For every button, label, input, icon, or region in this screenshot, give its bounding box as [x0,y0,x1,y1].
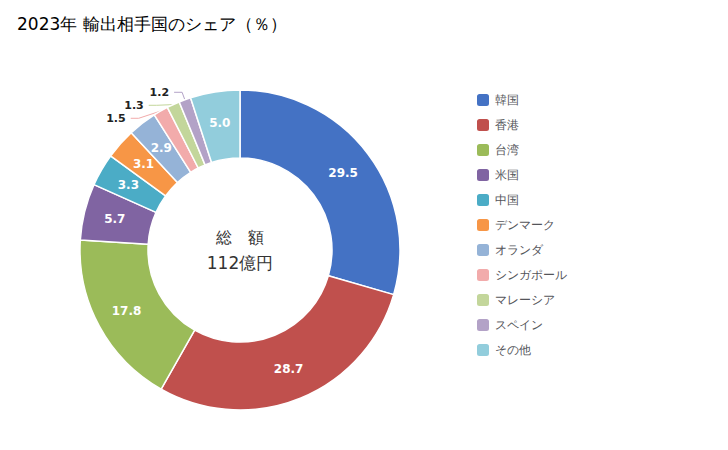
svg-text:3.1: 3.1 [133,157,154,171]
svg-text:2.9: 2.9 [151,141,172,155]
svg-text:米国: 米国 [495,168,519,182]
svg-text:112億円: 112億円 [207,253,273,273]
svg-text:29.5: 29.5 [328,166,358,180]
svg-text:5.0: 5.0 [209,116,230,130]
svg-text:17.8: 17.8 [112,304,142,318]
svg-text:韓国: 韓国 [495,93,519,107]
svg-text:2023年 輸出相手国のシェア（％）: 2023年 輸出相手国のシェア（％） [17,14,287,34]
svg-text:スペイン: スペイン [495,318,543,332]
svg-text:オランダ: オランダ [495,243,544,257]
svg-text:台湾: 台湾 [495,143,519,157]
svg-text:1.3: 1.3 [124,99,144,112]
svg-text:5.7: 5.7 [104,212,125,226]
svg-text:28.7: 28.7 [274,362,304,376]
svg-text:デンマーク: デンマーク [495,218,555,232]
svg-text:1.5: 1.5 [106,112,126,125]
svg-text:香港: 香港 [495,118,519,132]
svg-text:1.2: 1.2 [150,86,170,99]
svg-text:中国: 中国 [495,193,519,207]
svg-text:シンガポール: シンガポール [495,268,567,282]
svg-text:総 額: 総 額 [215,228,264,247]
svg-text:マレーシア: マレーシア [495,293,555,307]
svg-text:3.3: 3.3 [118,178,139,192]
svg-text:その他: その他 [495,343,531,357]
